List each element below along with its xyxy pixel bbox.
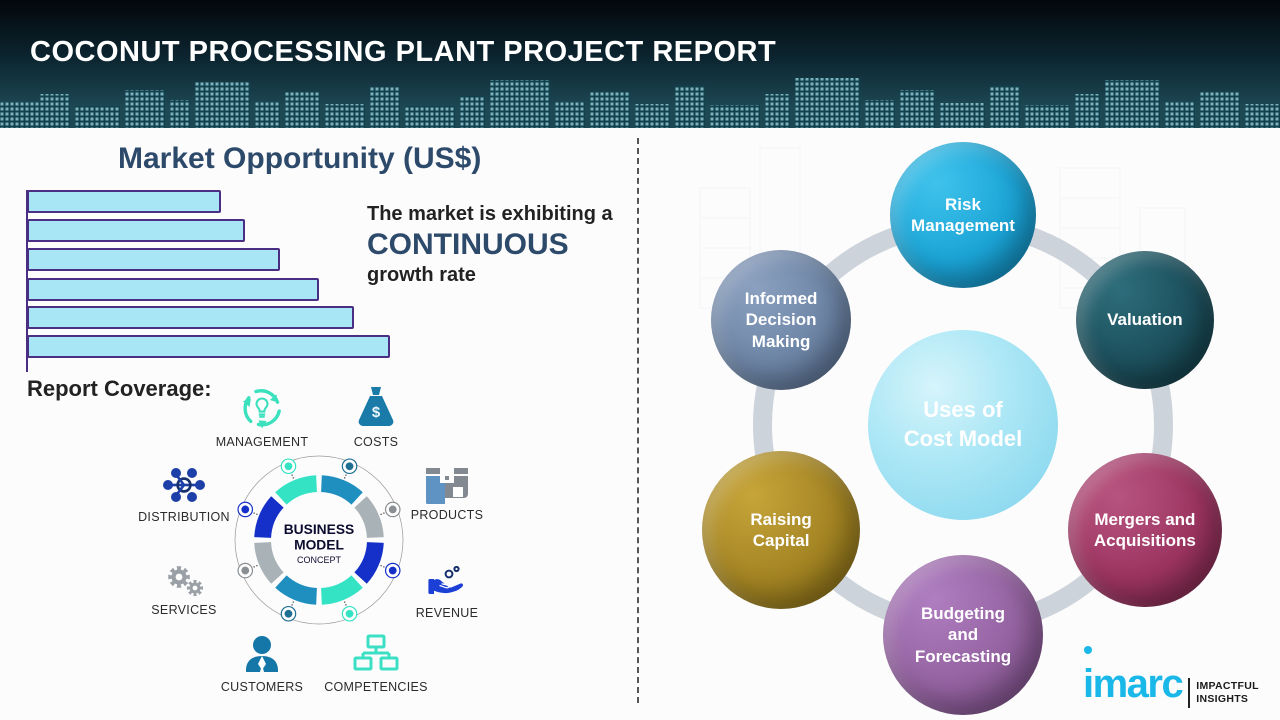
svg-text:MODEL: MODEL bbox=[294, 538, 344, 553]
svg-text:BUSINESS: BUSINESS bbox=[284, 522, 355, 537]
svg-text:$: $ bbox=[372, 404, 381, 421]
svg-text:CONCEPT: CONCEPT bbox=[297, 555, 342, 565]
